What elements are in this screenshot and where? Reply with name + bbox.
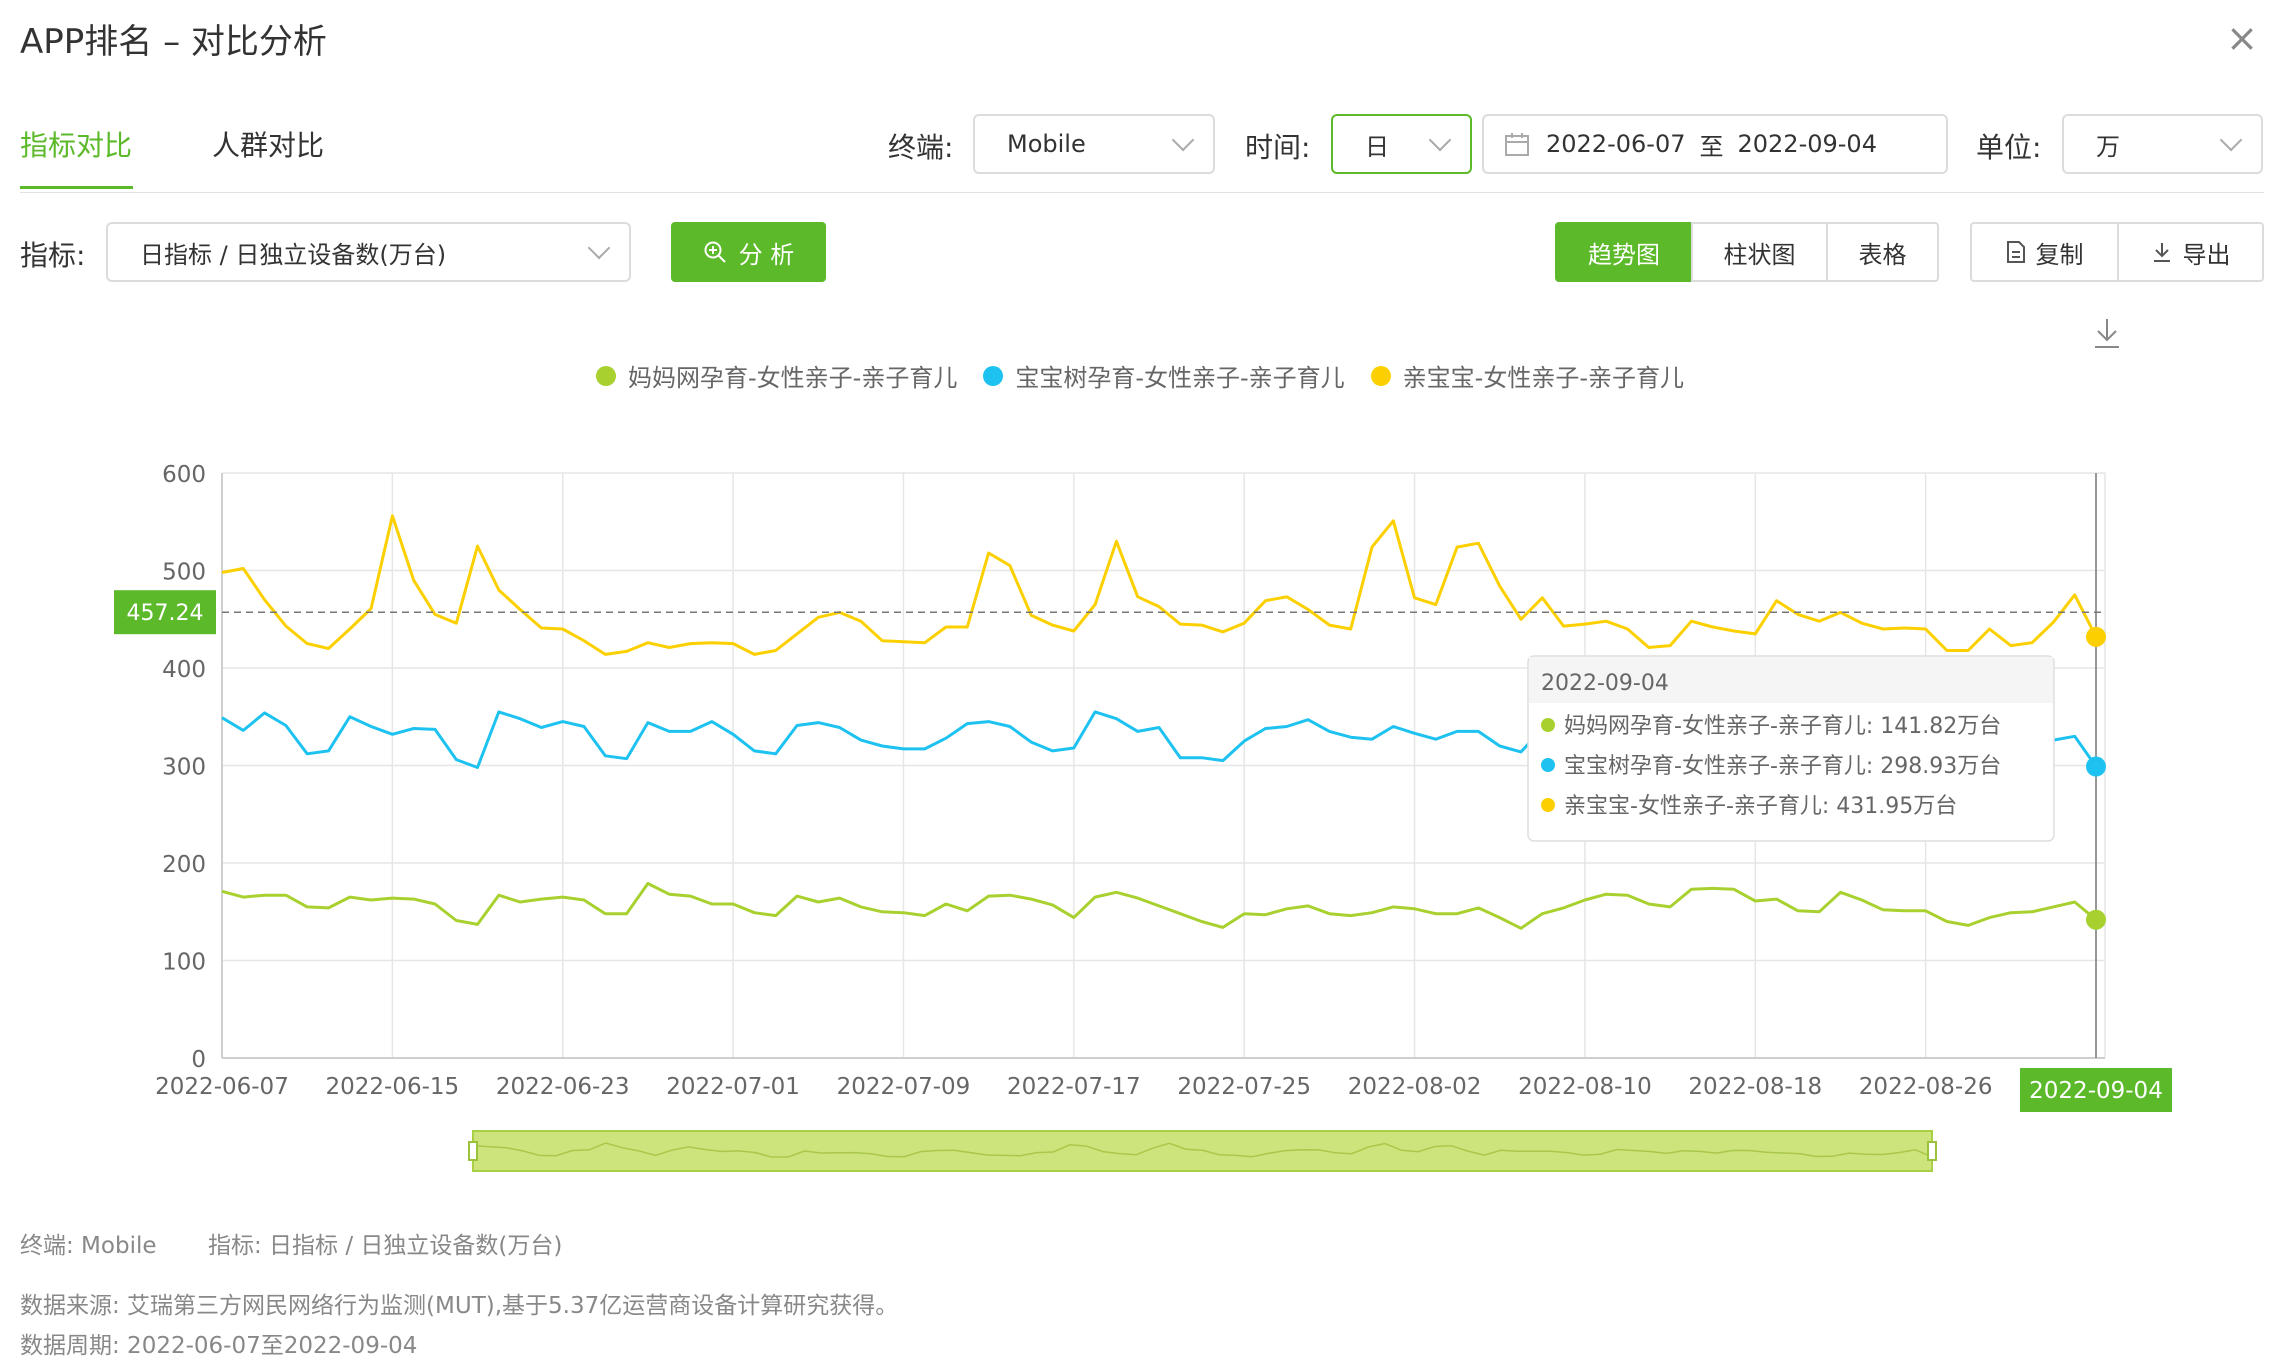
analyze-button-label: 分 析 — [738, 240, 795, 269]
metric-label: 指标: — [20, 239, 86, 272]
legend-item-series-3[interactable]: 亲宝宝-女性亲子-亲子育儿 — [1370, 358, 1684, 393]
zoom-handle-right[interactable] — [1927, 1141, 1937, 1161]
x-tick-label: 2022-08-02 — [1348, 1074, 1482, 1100]
tooltip-line: 妈妈网孕育-女性亲子-亲子育儿: 141.82万台 — [1564, 714, 2001, 739]
x-tick-label: 2022-07-25 — [1177, 1074, 1311, 1100]
series-line-1[interactable] — [221, 882, 2097, 930]
x-tick-label: 2022-07-01 — [666, 1074, 800, 1100]
x-tick-label: 2022-06-23 — [496, 1074, 630, 1100]
series-line-3[interactable] — [221, 514, 2098, 656]
date-end: 2022-09-04 — [1737, 130, 1877, 158]
crosshair-y-label: 457.24 — [127, 601, 204, 626]
footer-terminal: 终端: Mobile — [20, 1233, 157, 1259]
crosshair-x-label: 2022-09-04 — [2029, 1078, 2163, 1104]
footer-period: 数据周期: 2022-06-07至2022-09-04 — [20, 1333, 418, 1359]
legend-label: 妈妈网孕育-女性亲子-亲子育儿 — [628, 364, 958, 392]
y-tick-label: 0 — [191, 1047, 206, 1073]
legend-dot — [983, 365, 1004, 386]
date-range-picker[interactable]: 2022-06-07 至 2022-09-04 — [1482, 114, 1948, 174]
x-tick-label: 2022-08-26 — [1859, 1074, 1993, 1100]
trend-chart[interactable]: 0 100 200 300 400 500 600 2022-06-07 2022-06-15 2… — [0, 0, 2280, 1200]
metric-select[interactable]: 日指标 / 日独立设备数(万台) — [106, 222, 631, 282]
series-end-marker-3 — [2086, 626, 2106, 647]
series-end-marker-1 — [2086, 909, 2106, 930]
y-tick-label: 400 — [162, 657, 206, 683]
view-tab-trend[interactable]: 趋势图 — [1555, 222, 1693, 282]
time-granularity-value: 日 — [1365, 132, 1389, 161]
tabs-divider — [20, 192, 2264, 193]
active-tab-indicator — [20, 186, 133, 189]
copy-button[interactable]: 复制 — [1970, 222, 2119, 282]
y-tick-label: 300 — [162, 755, 206, 781]
x-tick-label: 2022-08-10 — [1518, 1074, 1652, 1100]
export-button-label: 导出 — [2182, 240, 2231, 269]
zoom-slider-preview — [472, 1142, 1933, 1158]
close-icon[interactable]: × — [2226, 16, 2258, 60]
tab-audience-compare[interactable]: 人群对比 — [212, 129, 325, 162]
series-end-marker-2 — [2086, 756, 2106, 777]
tab-metric-compare[interactable]: 指标对比 — [20, 129, 133, 162]
crosshair-y-badge — [114, 590, 216, 635]
footer-source: 数据来源: 艾瑞第三方网民网络行为监测(MUT),基于5.37亿运营商设备计算研… — [20, 1293, 899, 1319]
legend-item-series-2[interactable]: 宝宝树孕育-女性亲子-亲子育儿 — [983, 358, 1345, 393]
x-tick-label: 2022-08-18 — [1688, 1074, 1822, 1100]
terminal-value: Mobile — [1007, 130, 1086, 158]
analyze-button[interactable]: 分 析 — [671, 222, 826, 282]
y-tick-label: 200 — [162, 852, 206, 878]
chart-legend: 妈妈网孕育-女性亲子-亲子育儿 宝宝树孕育-女性亲子-亲子育儿 亲宝宝-女性亲子… — [0, 358, 2280, 393]
export-button[interactable]: 导出 — [2117, 222, 2264, 282]
legend-label: 亲宝宝-女性亲子-亲子育儿 — [1402, 364, 1684, 392]
time-label: 时间: — [1245, 131, 1311, 164]
time-granularity-select[interactable]: 日 — [1331, 114, 1472, 174]
tooltip-date: 2022-09-04 — [1541, 671, 1669, 696]
x-tick-label: 2022-06-07 — [155, 1074, 289, 1100]
zoom-in-icon — [704, 241, 726, 263]
view-tab-table[interactable]: 表格 — [1826, 222, 1939, 282]
crosshair-x-badge — [2020, 1068, 2172, 1112]
view-tab-bar[interactable]: 柱状图 — [1691, 222, 1828, 282]
x-tick-label: 2022-07-17 — [1007, 1074, 1141, 1100]
y-tick-label: 500 — [162, 560, 206, 586]
date-separator: 至 — [1699, 132, 1724, 161]
y-tick-label: 600 — [162, 462, 206, 488]
calendar-icon — [1505, 133, 1529, 156]
zoom-handle-left[interactable] — [468, 1141, 478, 1161]
x-tick-label: 2022-07-09 — [837, 1074, 971, 1100]
download-icon — [2153, 243, 2170, 262]
date-start: 2022-06-07 — [1546, 130, 1686, 158]
legend-item-series-1[interactable]: 妈妈网孕育-女性亲子-亲子育儿 — [596, 358, 957, 393]
tooltip-dot — [1541, 758, 1555, 772]
tooltip-dot — [1541, 798, 1555, 812]
copy-button-label: 复制 — [2035, 240, 2084, 269]
unit-label: 单位: — [1976, 131, 2042, 164]
legend-label: 宝宝树孕育-女性亲子-亲子育儿 — [1015, 364, 1345, 392]
metric-value: 日指标 / 日独立设备数(万台) — [140, 240, 447, 269]
unit-value: 万 — [2096, 132, 2120, 161]
tooltip-header — [1529, 657, 2053, 703]
page-title: APP排名 – 对比分析 — [20, 22, 327, 62]
tooltip-line: 亲宝宝-女性亲子-亲子育儿: 431.95万台 — [1564, 794, 1957, 819]
legend-dot — [1370, 365, 1391, 386]
tooltip-dot — [1541, 718, 1555, 732]
legend-dot — [596, 365, 616, 386]
y-tick-label: 100 — [162, 950, 206, 976]
unit-select[interactable]: 万 — [2062, 114, 2263, 174]
terminal-label: 终端: — [888, 131, 954, 164]
x-tick-label: 2022-06-15 — [326, 1074, 460, 1100]
terminal-select[interactable]: Mobile — [973, 114, 1215, 174]
document-icon — [2006, 241, 2025, 263]
tooltip-line: 宝宝树孕育-女性亲子-亲子育儿: 298.93万台 — [1564, 754, 2001, 779]
footer-metric: 指标: 日指标 / 日独立设备数(万台) — [208, 1233, 563, 1259]
save-chart-icon[interactable] — [2090, 316, 2124, 350]
